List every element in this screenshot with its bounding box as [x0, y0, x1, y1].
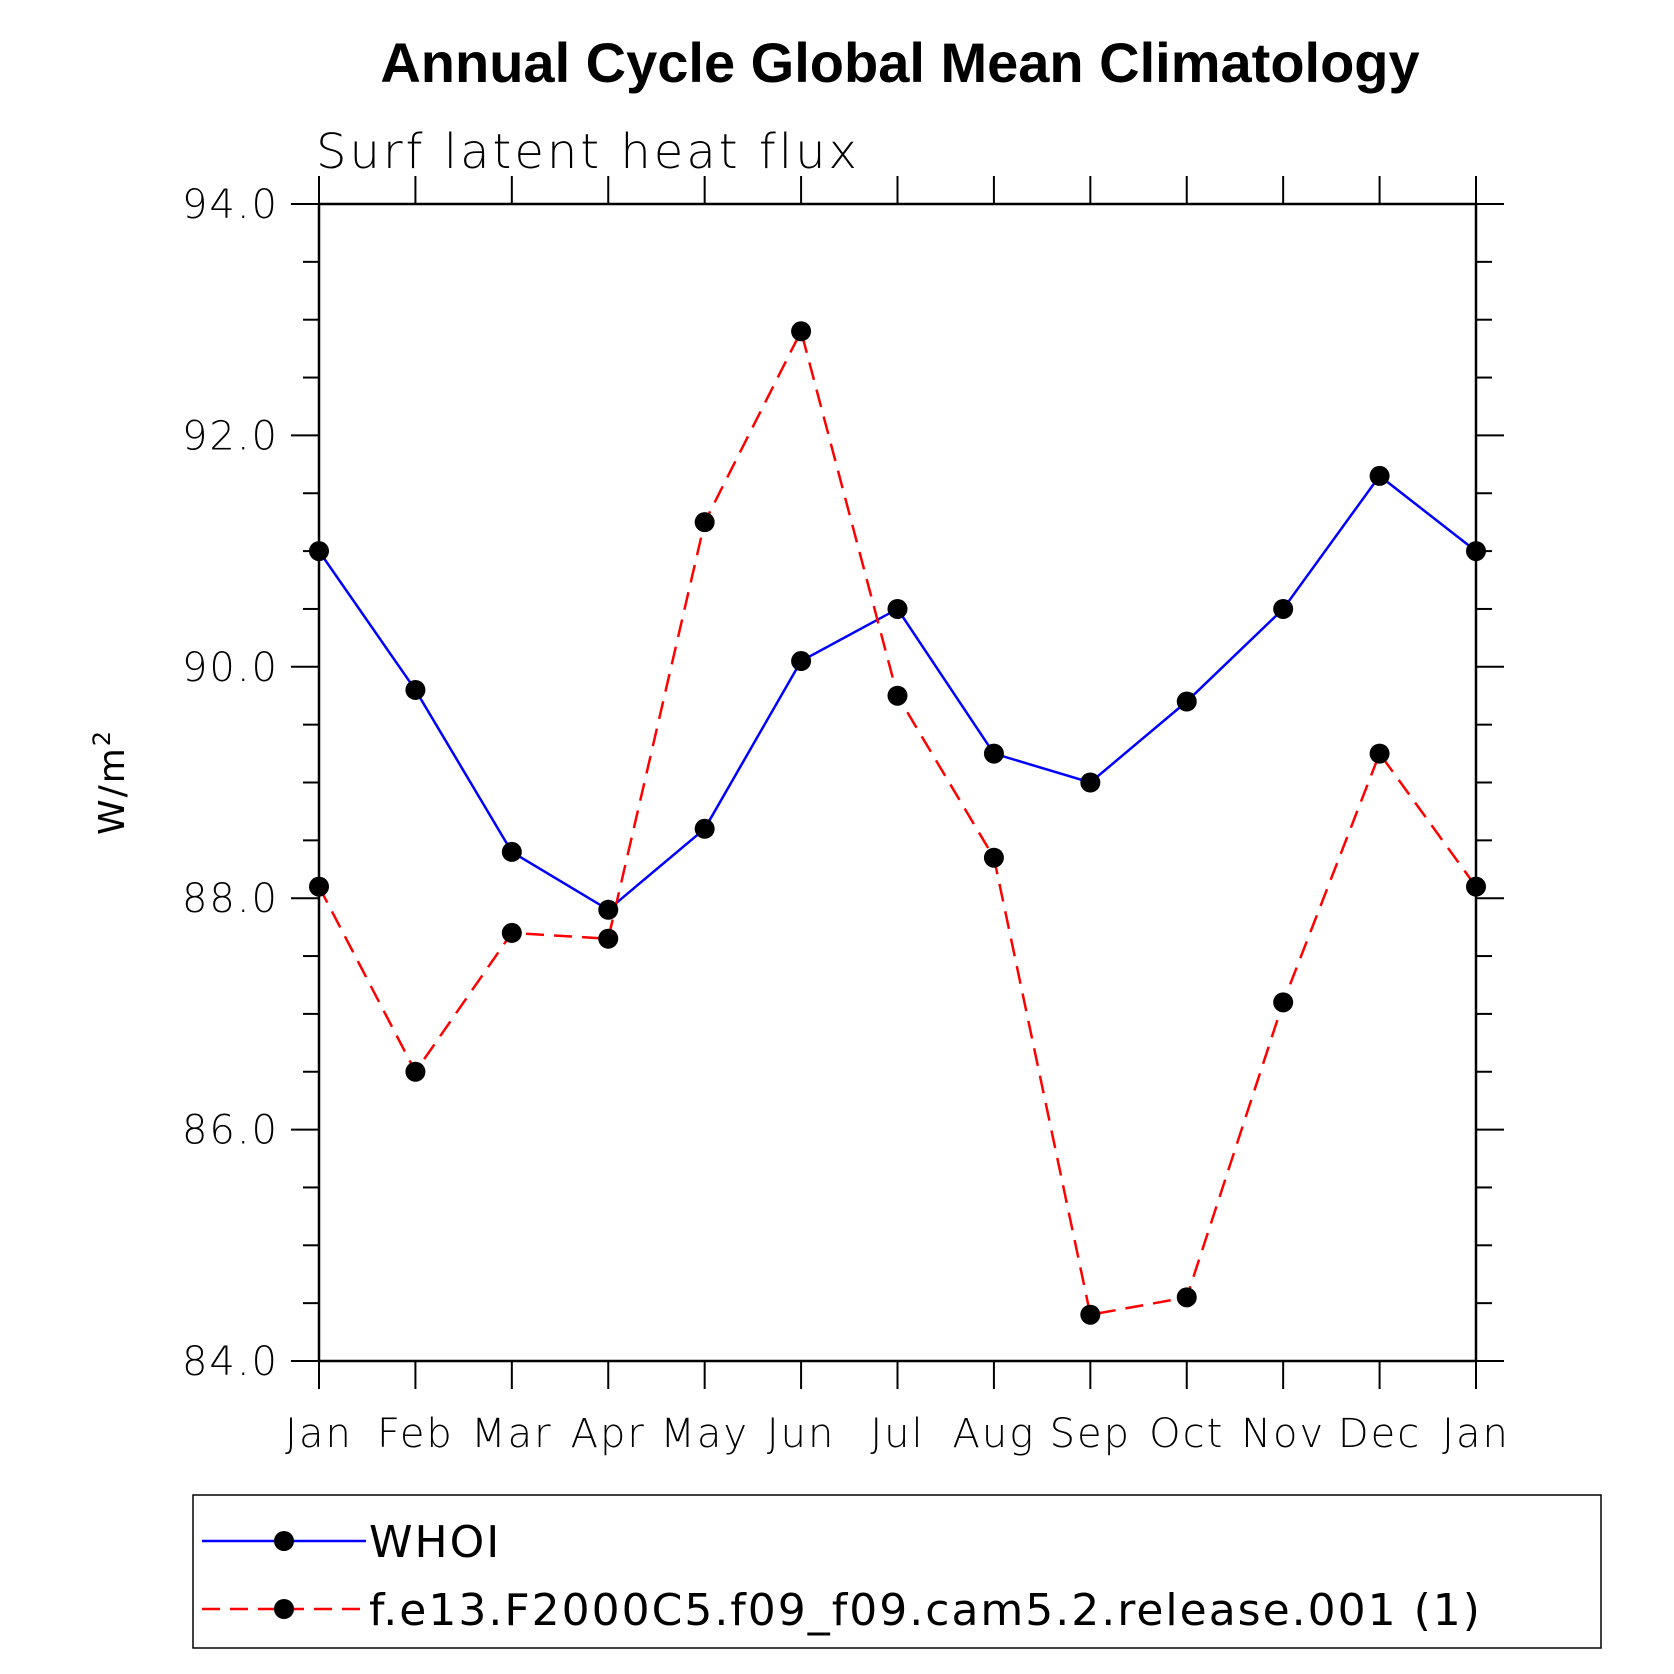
- data-point-series-1: [1080, 1304, 1101, 1325]
- plot-frame: [317, 202, 1478, 1363]
- x-tick-label: Mar: [471, 1411, 552, 1457]
- legend: WHOI f.e13.F2000C5.f09_f09.cam5.2.release…: [202, 1517, 1482, 1636]
- data-point-series-1: [405, 1061, 426, 1082]
- data-point-series-1: [309, 876, 329, 897]
- legend-box: [192, 1494, 1602, 1649]
- data-point-series-1: [694, 512, 715, 533]
- data-point-series-0: [309, 541, 329, 562]
- x-tick-label: Nov: [1241, 1411, 1325, 1457]
- x-tick-label: Feb: [377, 1411, 454, 1457]
- data-point-series-0: [694, 818, 715, 839]
- series-layer: [309, 321, 1486, 1325]
- data-point-series-0: [887, 598, 908, 619]
- y-axis-label: W/m2: [88, 729, 133, 835]
- data-point-series-0: [405, 679, 426, 700]
- chart-title: Annual Cycle Global Mean Climatology: [380, 31, 1419, 94]
- x-tick-label: Sep: [1050, 1411, 1131, 1457]
- data-point-series-1: [887, 685, 908, 706]
- x-tick-label: Jan: [285, 1411, 353, 1457]
- y-tick-label: 92.0: [182, 413, 279, 459]
- data-point-series-0: [1273, 598, 1294, 619]
- data-point-series-1: [1369, 743, 1390, 764]
- data-point-series-0: [501, 841, 522, 862]
- y-tick-label: 88.0: [182, 876, 279, 922]
- data-point-series-1: [1273, 992, 1294, 1013]
- x-tick-label: Oct: [1149, 1411, 1224, 1457]
- x-tick-label: Apr: [571, 1411, 646, 1457]
- y-tick-label: 94.0: [182, 182, 279, 228]
- legend-marker-0: [274, 1531, 294, 1551]
- x-tick-label: Dec: [1338, 1411, 1421, 1457]
- series-line-1: [317, 327, 1478, 1317]
- data-point-series-1: [1466, 876, 1486, 897]
- y-axis-label-superscript: 2: [88, 729, 116, 746]
- data-point-series-1: [1176, 1287, 1197, 1308]
- data-point-series-0: [1466, 541, 1486, 562]
- data-point-series-1: [501, 922, 522, 943]
- x-tick-label: Jul: [870, 1411, 924, 1457]
- data-point-series-0: [791, 651, 812, 672]
- legend-label-1: f.e13.F2000C5.f09_f09.cam5.2.release.001…: [369, 1585, 1482, 1636]
- data-point-series-1: [791, 321, 812, 342]
- x-tick-label: Aug: [953, 1411, 1036, 1457]
- y-axis: 84.0 86.0 88.0 90.0 92.0 94.0: [182, 182, 1504, 1385]
- data-point-series-0: [1369, 465, 1390, 486]
- data-point-series-0: [1080, 772, 1101, 793]
- legend-label-0: WHOI: [369, 1517, 501, 1568]
- data-point-series-0: [598, 899, 619, 920]
- x-tick-label: May: [660, 1411, 749, 1457]
- x-tick-label: Jan: [1442, 1411, 1510, 1457]
- y-tick-label: 90.0: [182, 645, 279, 691]
- x-axis: Jan Feb Mar Apr May Jun Jul Aug Sep Oct Nov Dec Jan: [285, 176, 1510, 1457]
- data-point-series-0: [983, 743, 1004, 764]
- legend-marker-1: [274, 1599, 294, 1619]
- chart-subtitle: Surf latent heat flux: [316, 124, 860, 180]
- data-point-series-1: [598, 928, 619, 949]
- y-tick-label: 84.0: [182, 1339, 279, 1385]
- data-point-series-1: [983, 847, 1004, 868]
- x-tick-label: Jun: [767, 1411, 836, 1457]
- y-tick-label: 86.0: [182, 1108, 279, 1154]
- data-point-series-0: [1176, 691, 1197, 712]
- y-axis-label-base: W/m: [92, 746, 133, 835]
